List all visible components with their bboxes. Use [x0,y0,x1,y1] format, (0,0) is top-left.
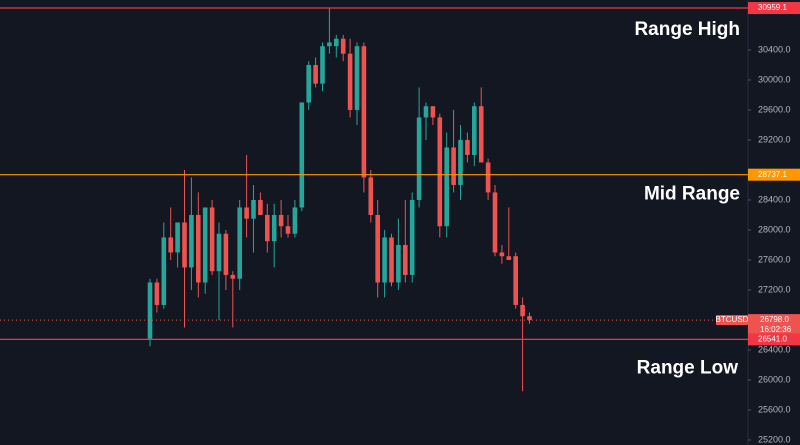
candle-body [492,192,498,253]
candle-body [465,139,470,155]
level-tag [748,333,800,346]
candle-body [354,46,360,110]
y-tick-label: 27200.0 [758,284,791,294]
candle-body [258,199,263,215]
y-tick-label: 28000.0 [758,224,791,234]
level-name: Mid Range [644,184,740,205]
candle-body [485,162,491,193]
candle-body [361,46,367,178]
candle-body [306,64,311,103]
candle-body [320,46,325,84]
level-value-label: 26541.0 [758,335,787,344]
candle-body [347,53,353,110]
candle-body [423,106,429,118]
candle-body [299,102,305,208]
level-value-label: 30959.1 [758,3,787,12]
y-tick-label: 30400.0 [758,44,791,54]
candle-body [285,226,291,234]
candle-body [451,147,456,185]
candle-body [527,316,532,321]
candle-body [278,214,284,227]
candle-body [382,237,387,283]
candle-body [430,106,436,118]
candle-body [196,214,201,283]
candle-body [340,38,346,54]
candle-body [237,207,242,279]
y-tick-label: 30000.0 [758,74,791,84]
level-name: Range High [634,19,740,40]
y-tick-label: 25200.0 [758,434,791,444]
level-value-label: 28737.1 [758,170,787,179]
candle-body [161,237,167,305]
candle-body [223,233,229,275]
candle-body [271,214,277,242]
countdown-label: 16:02:36 [760,325,792,334]
candle-body [327,42,332,47]
level-name: Range Low [637,357,739,378]
y-tick-label: 29600.0 [758,104,791,114]
candle-body [168,237,173,253]
y-tick-label: 26000.0 [758,374,791,384]
last-price-tag [748,314,800,337]
candle-body [313,64,318,84]
candle-body [230,274,236,279]
candle-body [154,282,160,305]
candle-body [403,244,408,275]
y-tick-label: 29200.0 [758,134,791,144]
candle-body [147,282,153,339]
y-tick-label: 28400.0 [758,194,791,204]
candle-body [251,199,256,219]
candle-body [437,117,443,227]
y-tick-label: 25600.0 [758,404,791,414]
last-price-label: 26798.0 [760,315,789,324]
candle-body [520,304,525,317]
candle-body [444,147,449,227]
candle-body [244,207,249,219]
y-tick-label: 26400.0 [758,344,791,354]
candle-body [396,244,401,283]
candle-body [216,233,222,272]
symbol-label: BTCUSD [716,315,749,324]
candle-body [368,177,374,215]
candle-body [478,106,484,163]
y-tick-label: 27600.0 [758,254,791,264]
level-tag [748,2,800,15]
candle-body [375,214,380,283]
candle-body [175,222,180,253]
candle-body [189,214,194,268]
candle-body [409,199,415,275]
candle-body [506,256,512,260]
candle-body [265,214,270,242]
candle-body [292,207,298,234]
candle-body [334,38,339,47]
candle-body [513,256,518,305]
candle-body [458,139,463,185]
symbol-tag [716,315,748,326]
candle-body [499,252,505,257]
level-tag [748,168,800,181]
candle-body [182,222,187,268]
candle-body [202,207,208,283]
candle-body [416,117,422,200]
candle-body [389,237,394,283]
candle-body [209,207,215,272]
candle-body [472,106,477,155]
